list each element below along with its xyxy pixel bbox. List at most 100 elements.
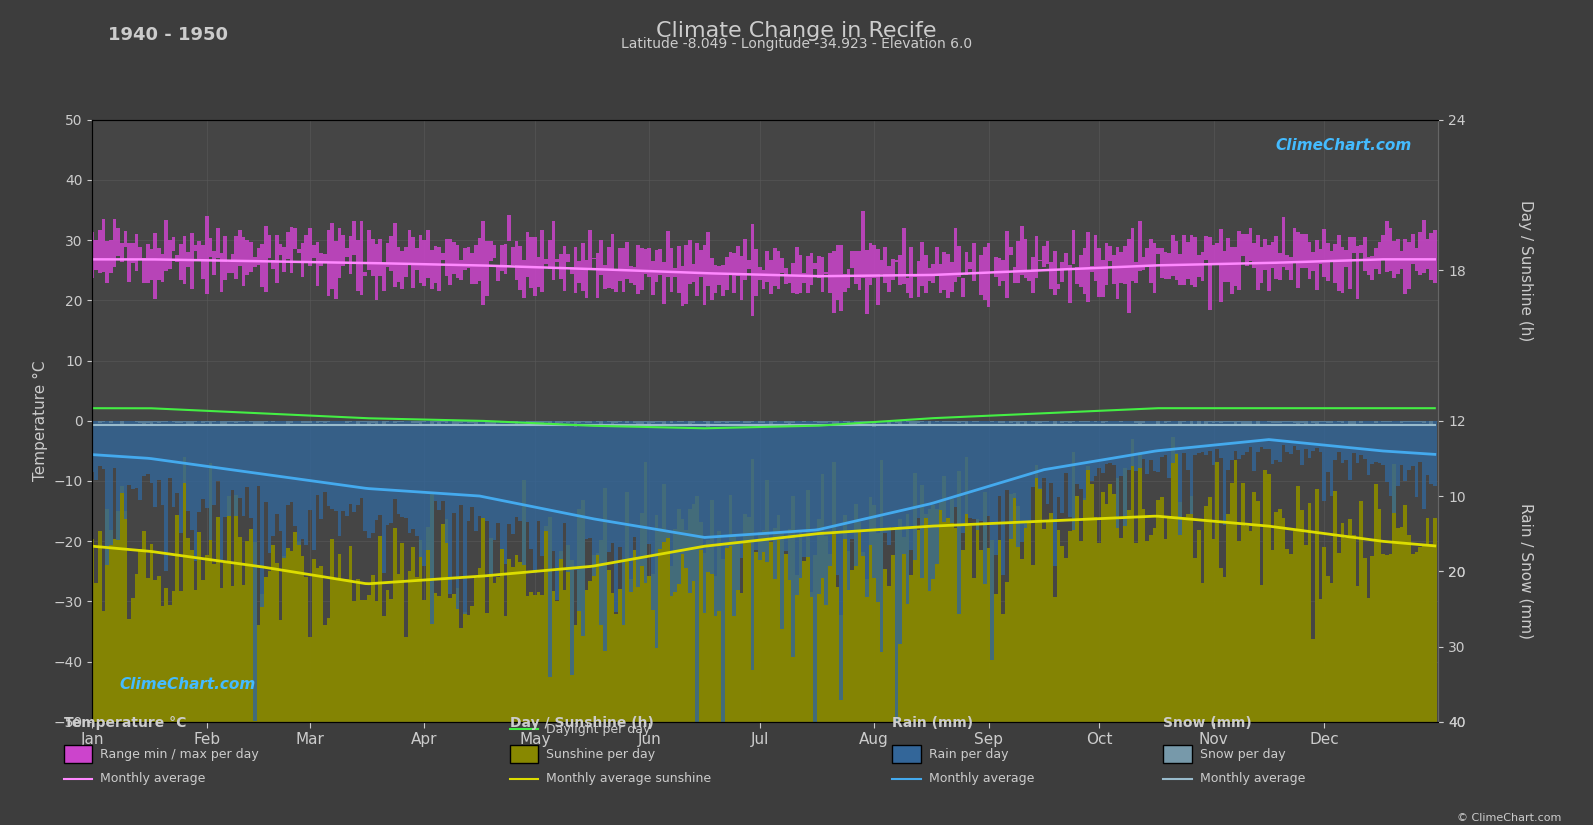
Bar	[1359, 245, 1364, 253]
Bar	[1083, 248, 1086, 294]
Bar	[489, 421, 492, 575]
Bar	[1064, 421, 1067, 422]
Bar	[1308, 242, 1311, 279]
Bar	[1381, 421, 1384, 465]
Bar	[559, 421, 562, 559]
Bar	[518, 421, 523, 521]
Bar	[430, 421, 433, 424]
Bar	[677, 421, 680, 584]
Bar	[1395, 528, 1400, 722]
Bar	[604, 421, 607, 651]
Bar	[1278, 421, 1282, 462]
Bar	[792, 421, 795, 423]
Bar	[464, 421, 467, 422]
Bar	[739, 593, 744, 722]
Bar	[249, 421, 253, 422]
Bar	[965, 252, 969, 276]
Bar	[346, 579, 349, 722]
Bar	[615, 421, 618, 423]
Bar	[781, 530, 784, 722]
Bar	[766, 421, 769, 563]
Bar	[500, 421, 503, 549]
Bar	[1415, 248, 1418, 271]
Bar	[161, 421, 164, 505]
Bar	[556, 259, 559, 262]
Bar	[1286, 421, 1289, 422]
Bar	[301, 421, 304, 422]
Bar	[1098, 248, 1101, 297]
Bar	[433, 421, 436, 502]
Bar	[253, 421, 256, 424]
Bar	[237, 537, 242, 722]
Bar	[464, 248, 467, 270]
Bar	[357, 240, 360, 291]
Bar	[139, 421, 142, 422]
Bar	[1134, 421, 1137, 423]
Bar	[1196, 421, 1201, 453]
Bar	[898, 421, 902, 423]
Bar	[949, 421, 954, 422]
Bar	[1333, 421, 1337, 460]
Bar	[548, 421, 551, 677]
Bar	[710, 421, 714, 574]
Bar	[1086, 232, 1090, 302]
Bar	[537, 592, 540, 722]
Text: Monthly average: Monthly average	[1200, 772, 1305, 785]
Bar	[1064, 253, 1067, 270]
Bar	[393, 527, 397, 722]
Bar	[610, 592, 615, 722]
Bar	[1164, 421, 1168, 455]
Bar	[924, 421, 927, 518]
Bar	[1053, 421, 1056, 566]
Bar	[773, 248, 776, 286]
Bar	[1179, 502, 1182, 722]
Bar	[481, 220, 486, 305]
Bar	[371, 421, 374, 423]
Bar	[688, 509, 691, 722]
Bar	[260, 421, 264, 606]
Bar	[433, 246, 436, 283]
Bar	[212, 563, 217, 722]
Bar	[854, 421, 857, 422]
Bar	[175, 255, 178, 262]
Bar	[787, 530, 792, 722]
Bar	[119, 243, 124, 262]
Bar	[346, 421, 349, 422]
Bar	[854, 421, 857, 567]
Bar	[548, 240, 551, 269]
Bar	[862, 421, 865, 422]
Bar	[142, 531, 147, 722]
Bar	[382, 265, 386, 291]
Bar	[523, 260, 526, 298]
Bar	[559, 551, 562, 722]
Bar	[113, 219, 116, 267]
Bar	[898, 519, 902, 722]
Bar	[1219, 421, 1223, 422]
Bar	[253, 542, 256, 722]
Text: Snow per day: Snow per day	[1200, 747, 1286, 761]
Bar	[209, 238, 212, 257]
Bar	[1333, 492, 1337, 722]
Bar	[817, 421, 820, 594]
Bar	[902, 228, 905, 285]
Bar	[769, 542, 773, 722]
Bar	[271, 421, 276, 536]
Bar	[1123, 468, 1126, 722]
Bar	[722, 421, 725, 823]
Bar	[220, 253, 223, 292]
Bar	[393, 223, 397, 287]
Bar	[566, 421, 570, 572]
Bar	[588, 421, 593, 538]
Bar	[1341, 421, 1344, 423]
Bar	[577, 509, 581, 722]
Bar	[787, 276, 792, 284]
Bar	[669, 421, 674, 423]
Bar	[1271, 242, 1274, 267]
Bar	[1168, 518, 1171, 722]
Bar	[271, 421, 276, 422]
Bar	[1311, 421, 1314, 451]
Bar	[1020, 421, 1024, 422]
Bar	[1415, 421, 1418, 497]
Bar	[94, 239, 97, 271]
Bar	[1157, 248, 1160, 253]
